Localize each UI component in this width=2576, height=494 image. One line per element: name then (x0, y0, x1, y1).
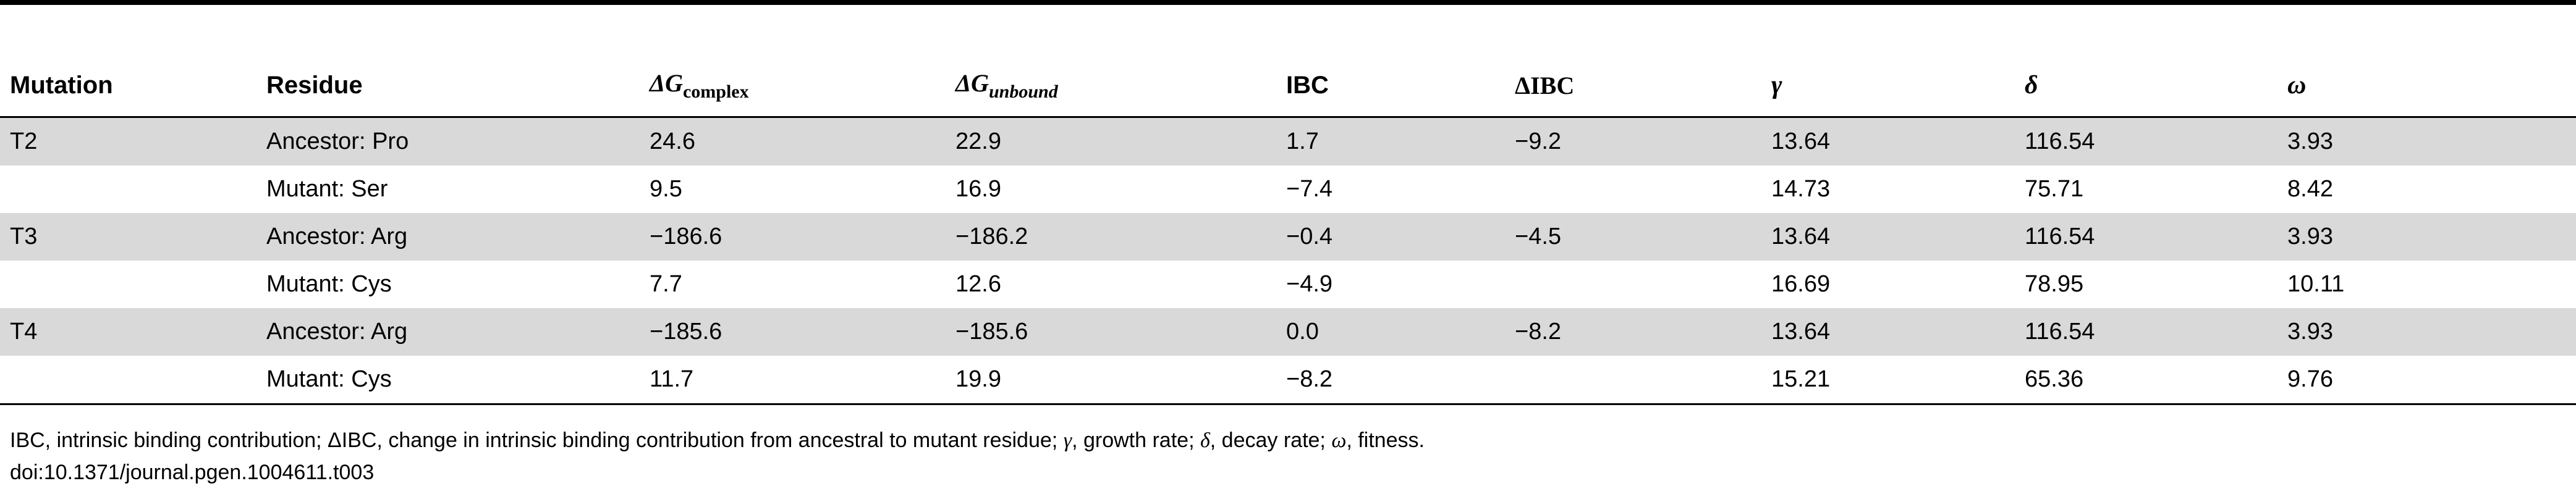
cell-delta: 116.54 (2015, 213, 2277, 261)
cell-dg-complex: 24.6 (640, 117, 946, 165)
cell-omega: 3.93 (2277, 117, 2576, 165)
table-row: T3 Ancestor: Arg −186.6 −186.2 −0.4 −4.5… (0, 213, 2576, 261)
header-delta-ibc: ΔIBC (1505, 54, 1761, 118)
header-residue: Residue (256, 54, 640, 118)
cell-ibc: −4.9 (1286, 271, 1333, 297)
cell-mutation (0, 356, 256, 405)
table-row: Mutant: Cys 7.7 12.6 −4.9 16.69 78.95 10… (0, 261, 2576, 308)
header-row: Mutation Residue ΔGcomplex ΔGunbound IBC… (0, 54, 2576, 118)
cell-dg-unbound: 19.9 (946, 356, 1276, 405)
header-dg-unbound: ΔGunbound (946, 54, 1276, 118)
cell-omega: 3.93 (2277, 308, 2576, 356)
cell-dg-unbound: 22.9 (946, 117, 1276, 165)
header-omega: ω (2277, 54, 2576, 118)
cell-omega: 8.42 (2287, 176, 2333, 202)
cell-delta-ibc (1505, 261, 1761, 308)
cell-dg-unbound: 16.9 (955, 176, 1001, 202)
table-row: Mutant: Ser 9.5 16.9 −7.4 14.73 75.71 8.… (0, 165, 2576, 213)
cell-dg-complex: 9.5 (650, 176, 682, 202)
cell-delta-ibc: −4.5 (1505, 213, 1761, 261)
dg-complex-subscript: complex (682, 81, 749, 102)
cell-residue: Ancestor: Arg (256, 308, 640, 356)
footnote-text-1: IBC, intrinsic binding contribution; ΔIB… (10, 429, 1064, 452)
dg-unbound-symbol: ΔG (955, 69, 989, 97)
footnote-text-2: , growth rate; (1072, 429, 1200, 452)
footnote-text-4: , fitness. (1346, 429, 1425, 452)
cell-delta: 75.71 (2025, 176, 2084, 202)
cell-delta-ibc: −8.2 (1505, 308, 1761, 356)
footnote-omega: ω (1331, 429, 1347, 452)
cell-residue: Mutant: Cys (256, 356, 640, 405)
cell-gamma: 13.64 (1761, 308, 2015, 356)
cell-omega: 10.11 (2287, 271, 2345, 297)
cell-ibc: 0.0 (1276, 308, 1505, 356)
cell-gamma: 16.69 (1771, 271, 1831, 297)
table-row: T4 Ancestor: Arg −185.6 −185.6 0.0 −8.2 … (0, 308, 2576, 356)
cell-mutation: T2 (0, 117, 256, 165)
cell-dg-complex: −186.6 (640, 213, 946, 261)
dg-unbound-subscript: unbound (988, 81, 1058, 102)
table-top-rule (0, 0, 2576, 5)
header-gamma: γ (1761, 54, 2015, 118)
cell-gamma: 15.21 (1761, 356, 2015, 405)
cell-residue: Mutant: Cys (266, 271, 392, 297)
cell-ibc: 1.7 (1276, 117, 1505, 165)
table-row: Mutant: Cys 11.7 19.9 −8.2 15.21 65.36 9… (0, 356, 2576, 405)
cell-mutation (0, 165, 256, 213)
header-dg-complex: ΔGcomplex (640, 54, 946, 118)
cell-gamma: 14.73 (1771, 176, 1831, 202)
header-ibc: IBC (1276, 54, 1505, 118)
cell-omega: 3.93 (2277, 213, 2576, 261)
cell-ibc: −7.4 (1286, 176, 1333, 202)
cell-dg-unbound: 12.6 (955, 271, 1001, 297)
cell-omega: 9.76 (2277, 356, 2576, 405)
cell-dg-unbound: −186.2 (946, 213, 1276, 261)
cell-ibc: −0.4 (1276, 213, 1505, 261)
cell-delta: 65.36 (2015, 356, 2277, 405)
table-row: T2 Ancestor: Pro 24.6 22.9 1.7 −9.2 13.6… (0, 117, 2576, 165)
cell-gamma: 13.64 (1761, 213, 2015, 261)
cell-mutation: T4 (0, 308, 256, 356)
cell-mutation (0, 261, 256, 308)
cell-delta-ibc (1505, 165, 1761, 213)
cell-delta-ibc: −9.2 (1505, 117, 1761, 165)
cell-dg-complex: 7.7 (650, 271, 682, 297)
table-footnote: IBC, intrinsic binding contribution; ΔIB… (10, 429, 1425, 453)
doi-text: doi:10.1371/journal.pgen.1004611.t003 (10, 461, 375, 484)
cell-dg-unbound: −185.6 (946, 308, 1276, 356)
cell-mutation: T3 (0, 213, 256, 261)
cell-gamma: 13.64 (1761, 117, 2015, 165)
cell-delta: 116.54 (2015, 308, 2277, 356)
header-delta: δ (2015, 54, 2277, 118)
footnote-gamma: γ (1063, 429, 1072, 452)
cell-dg-complex: −185.6 (640, 308, 946, 356)
results-table: Mutation Residue ΔGcomplex ΔGunbound IBC… (0, 54, 2576, 405)
cell-ibc: −8.2 (1276, 356, 1505, 405)
dg-complex-symbol: ΔG (650, 69, 683, 97)
cell-delta: 78.95 (2025, 271, 2084, 297)
cell-residue: Ancestor: Pro (256, 117, 640, 165)
cell-residue: Ancestor: Arg (256, 213, 640, 261)
footnote-delta: δ (1200, 429, 1210, 452)
cell-dg-complex: 11.7 (640, 356, 946, 405)
footnote-text-3: , decay rate; (1210, 429, 1332, 452)
cell-residue: Mutant: Ser (266, 176, 388, 202)
cell-delta-ibc (1505, 356, 1761, 405)
header-mutation: Mutation (0, 54, 256, 118)
cell-delta: 116.54 (2015, 117, 2277, 165)
